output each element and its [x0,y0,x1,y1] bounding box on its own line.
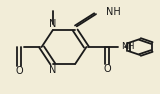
Text: NH: NH [106,7,121,17]
Text: N: N [49,19,56,29]
Text: N: N [49,65,56,75]
Text: O: O [15,66,23,76]
Text: O: O [103,64,111,74]
Text: NH: NH [121,42,134,51]
